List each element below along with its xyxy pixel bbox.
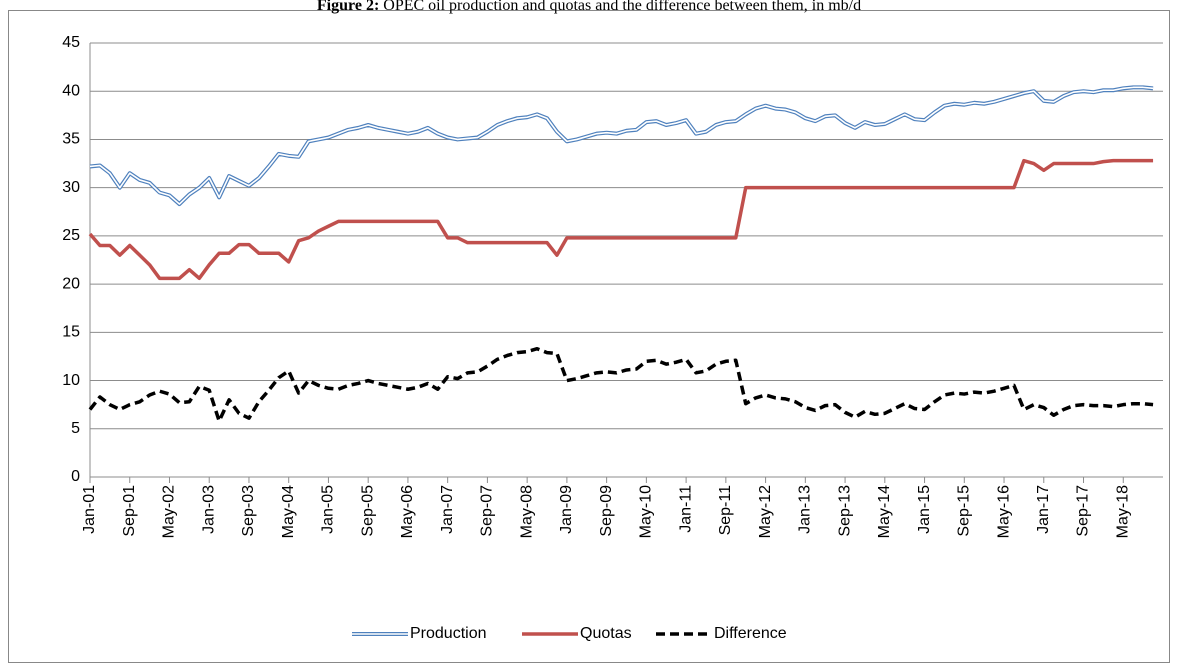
x-tick-label: Jan-07 xyxy=(439,485,456,534)
x-tick-label: Sep-03 xyxy=(240,485,257,537)
x-tick-label: Jan-05 xyxy=(320,485,337,534)
x-tick-label: May-16 xyxy=(995,485,1012,538)
y-tick-label: 10 xyxy=(62,372,80,389)
x-tick-label: Sep-09 xyxy=(598,485,615,537)
y-tick-label: 35 xyxy=(62,131,80,148)
chart-title: Figure 2: OPEC oil production and quotas… xyxy=(317,0,861,14)
x-tick-label: Jan-13 xyxy=(797,485,814,534)
x-tick-label: May-18 xyxy=(1114,485,1131,538)
legend-label: Production xyxy=(410,625,487,642)
legend-label: Quotas xyxy=(580,625,632,642)
x-tick-label: Sep-05 xyxy=(359,485,376,537)
y-tick-label: 30 xyxy=(62,179,80,196)
x-tick-label: Sep-07 xyxy=(479,485,496,537)
x-tick-label: May-04 xyxy=(280,485,297,538)
figure-label: Figure 2: xyxy=(317,0,379,14)
x-tick-label: May-10 xyxy=(638,485,655,538)
y-tick-label: 20 xyxy=(62,275,80,292)
x-tick-label: May-02 xyxy=(161,485,178,538)
legend-label: Difference xyxy=(714,625,787,642)
x-tick-label: Jan-17 xyxy=(1035,485,1052,534)
x-tick-label: Sep-01 xyxy=(121,485,138,537)
x-tick-label: Jan-15 xyxy=(916,485,933,534)
x-tick-label: Sep-15 xyxy=(956,485,973,537)
x-tick-label: May-08 xyxy=(518,485,535,538)
series-line xyxy=(89,86,1154,205)
y-tick-label: 25 xyxy=(62,227,80,244)
y-tick-label: 40 xyxy=(62,82,80,99)
x-tick-label: May-06 xyxy=(399,485,416,538)
chart-border xyxy=(8,10,1170,663)
y-tick-label: 15 xyxy=(62,324,80,341)
x-tick-label: Jan-03 xyxy=(200,485,217,534)
x-tick-label: Jan-01 xyxy=(81,485,98,534)
y-tick-label: 0 xyxy=(71,468,80,485)
series-line xyxy=(88,158,1154,281)
series-line xyxy=(88,346,1154,423)
x-tick-label: Sep-17 xyxy=(1075,485,1092,537)
y-tick-label: 45 xyxy=(62,34,80,51)
x-tick-label: Jan-09 xyxy=(558,485,575,534)
x-tick-label: May-14 xyxy=(876,485,893,538)
x-tick-label: Jan-11 xyxy=(677,485,694,533)
x-tick-label: May-12 xyxy=(757,485,774,538)
x-tick-label: Sep-11 xyxy=(717,485,734,536)
title-text: OPEC oil production and quotas and the d… xyxy=(383,0,861,14)
y-tick-label: 5 xyxy=(71,420,80,437)
x-tick-label: Sep-13 xyxy=(836,485,853,537)
